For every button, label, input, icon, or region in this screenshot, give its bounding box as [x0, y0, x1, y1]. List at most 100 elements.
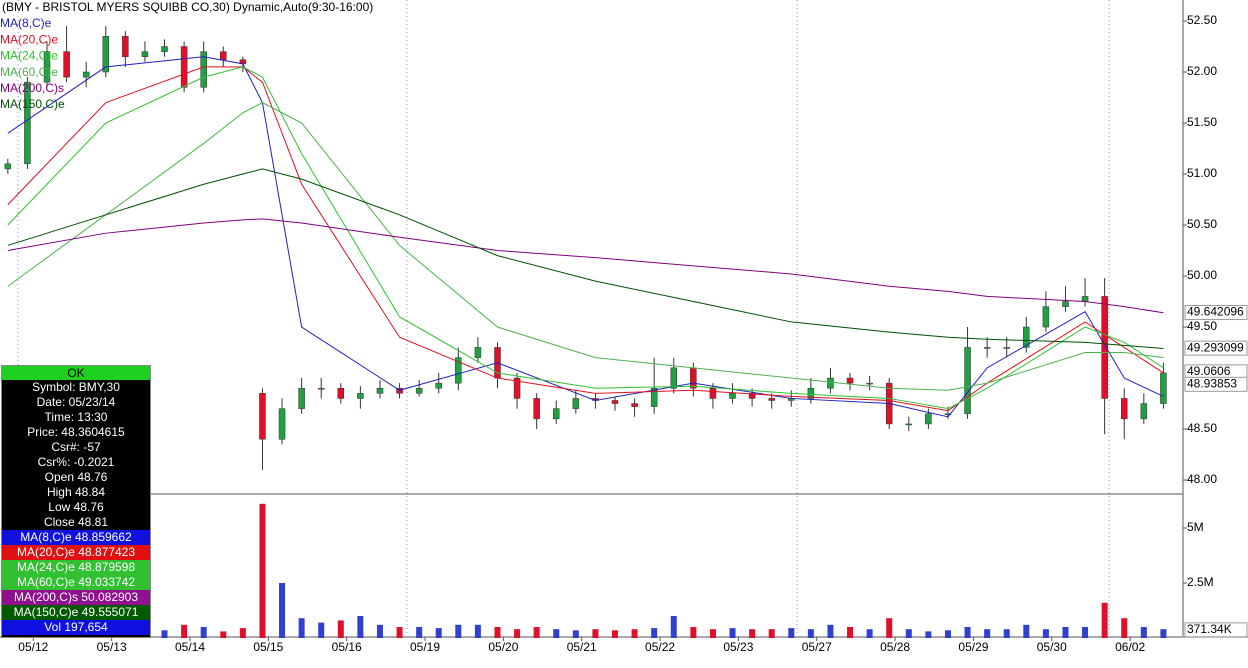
moving-average	[7, 168, 1164, 349]
price-marker: 49.642096	[1187, 305, 1244, 319]
moving-average	[7, 66, 1164, 412]
volume-bar	[1082, 627, 1089, 638]
legend-entry: MA(24,C)e	[0, 49, 58, 63]
moving-average	[7, 218, 1164, 314]
price-marker-box	[1184, 340, 1248, 356]
candle-body	[220, 51, 227, 61]
x-tick-label: 05/14	[175, 640, 205, 654]
volume-bar	[494, 627, 501, 638]
volume-bar	[612, 630, 619, 638]
info-ma-row: MA(60,C)e 49.033742	[2, 575, 150, 590]
candle-body	[278, 408, 286, 440]
info-row: Csr#: -57	[51, 440, 101, 454]
candle-body	[827, 377, 834, 389]
x-tick-label: 05/20	[488, 640, 518, 654]
legend-entry: MA(8,C)e	[0, 16, 52, 30]
price-marker: 49.293099	[1187, 340, 1244, 354]
volume-bar	[376, 624, 383, 638]
moving-average	[7, 102, 1164, 391]
candle-body	[1160, 372, 1167, 404]
volume-bar	[592, 629, 599, 638]
volume-bar	[827, 624, 834, 638]
volume-bar	[847, 627, 854, 638]
volume-bar	[651, 628, 658, 638]
volume-bar	[1101, 602, 1108, 638]
candle-body	[1042, 306, 1050, 328]
volume-bar	[886, 618, 893, 638]
info-row: Csr%: -0.2021	[37, 455, 115, 469]
candle-body	[905, 423, 913, 426]
x-tick-label: 05/27	[802, 640, 832, 654]
candle-body	[925, 413, 932, 425]
x-tick-label: 05/21	[567, 640, 597, 654]
info-row: Low 48.76	[48, 500, 104, 514]
info-ma-row: Vol 197,654	[2, 620, 150, 635]
volume-bar	[318, 622, 325, 638]
volume-bar	[1160, 629, 1167, 638]
info-header: OK	[2, 366, 150, 380]
x-tick-label: 05/13	[97, 640, 127, 654]
candle-body	[259, 393, 266, 440]
y-tick-label: 52.50	[1187, 13, 1217, 27]
candle-body	[1140, 403, 1148, 420]
price-marker-box	[1184, 376, 1248, 392]
candle-body	[317, 387, 325, 390]
moving-average	[7, 66, 1164, 410]
x-tick-label: 05/16	[332, 640, 362, 654]
candle-body	[82, 71, 90, 78]
volume-bar	[670, 616, 677, 638]
volume-bar	[690, 627, 697, 638]
y-tick-label: 48.00	[1187, 472, 1217, 486]
info-row: Price: 48.3604615	[27, 425, 125, 439]
x-tick-label: 05/30	[1037, 640, 1067, 654]
volume-bar	[298, 618, 305, 638]
volume-bar	[455, 624, 462, 638]
volume-bar	[200, 627, 207, 638]
volume-bar	[337, 620, 344, 638]
y-tick-label: 50.50	[1187, 217, 1217, 231]
candle-body	[180, 46, 188, 88]
volume-bar	[788, 628, 795, 638]
candle-body	[122, 36, 129, 57]
volume-bar	[161, 630, 168, 638]
x-tick-label: 05/23	[723, 640, 753, 654]
x-tick-label: 05/22	[645, 640, 675, 654]
y-tick-label: 49.50	[1187, 319, 1217, 333]
y-tick-label: 52.00	[1187, 64, 1217, 78]
volume-bar	[1042, 629, 1049, 638]
volume-bar	[1140, 627, 1147, 638]
candle-body	[748, 393, 756, 399]
candle-body	[161, 46, 168, 52]
volume-bar	[807, 629, 814, 638]
volume-bar	[925, 631, 932, 638]
candle-body	[866, 382, 873, 385]
candle-body	[983, 347, 991, 349]
candle-body	[846, 377, 854, 384]
x-tick-label: 05/28	[880, 640, 910, 654]
info-ma-row: MA(150,C)e 49.555071	[2, 605, 150, 620]
candle-body	[337, 387, 345, 399]
volume-bar	[631, 629, 638, 638]
info-row: Date: 05/23/14	[36, 395, 116, 409]
info-row: High 48.84	[46, 485, 106, 499]
candle-body	[729, 393, 736, 399]
legend-entry: MA(20,C)e	[0, 32, 58, 46]
volume-bar	[984, 629, 991, 638]
volume-bar	[357, 616, 364, 638]
candle-body	[572, 398, 580, 409]
candle-body	[357, 393, 364, 399]
price-marker: 48.93853	[1187, 376, 1237, 390]
candle-body	[533, 398, 540, 420]
candle-body	[768, 398, 775, 401]
candle-body	[650, 387, 658, 407]
candle-body	[141, 51, 149, 57]
info-ma-row: MA(8,C)e 48.859662	[2, 530, 150, 545]
chart-title: (BMY - BRISTOL MYERS SQUIBB CO,30) Dynam…	[2, 0, 373, 14]
volume-bar	[181, 624, 188, 638]
volume-bar	[279, 583, 286, 638]
info-ma-row: MA(20,C)e 48.877423	[2, 545, 150, 560]
volume-bar	[435, 628, 442, 638]
candle-body	[611, 400, 619, 404]
